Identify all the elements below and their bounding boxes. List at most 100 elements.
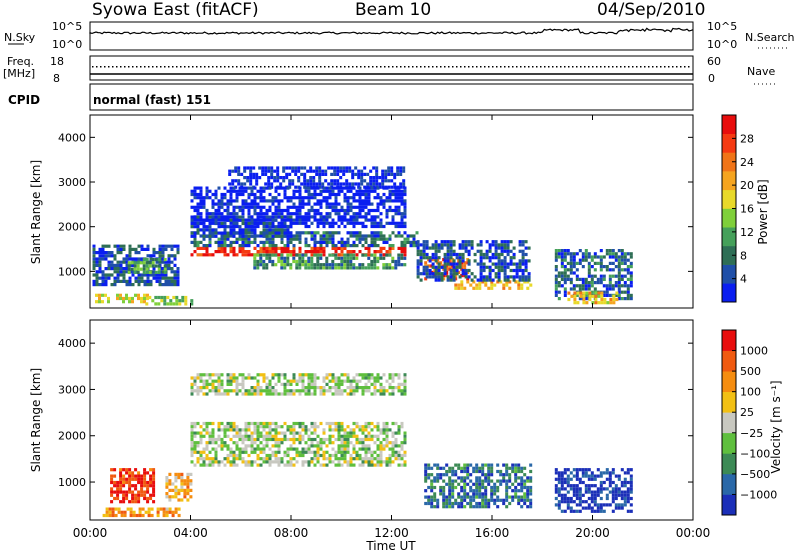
heatmap-cell [397, 234, 401, 238]
heatmap-cell [152, 477, 156, 481]
heatmap-cell [321, 172, 325, 176]
heatmap-cell [496, 479, 500, 483]
heatmap-cell [253, 234, 257, 238]
heatmap-cell [238, 450, 242, 454]
heatmap-cell [313, 389, 317, 393]
heatmap-cell [146, 500, 150, 504]
heatmap-cell [584, 293, 588, 297]
heatmap-cell [196, 373, 200, 377]
heatmap-cell [623, 500, 627, 504]
heatmap-cell [511, 498, 515, 502]
heatmap-cell [517, 482, 521, 486]
heatmap-cell [313, 240, 317, 244]
heatmap-cell [379, 231, 383, 235]
heatmap-cell [186, 482, 190, 486]
heatmap-cell [226, 460, 230, 464]
heatmap-cell [343, 453, 347, 458]
nave-dot [368, 66, 370, 68]
colorbar-swatch [722, 432, 736, 454]
heatmap-cell [244, 205, 248, 209]
heatmap-cell [517, 501, 521, 506]
heatmap-cell [340, 447, 344, 451]
heatmap-cell [169, 302, 173, 306]
heatmap-cell [569, 506, 573, 510]
heatmap-cell [328, 460, 332, 464]
heatmap-cell [199, 425, 203, 429]
heatmap-cell [304, 189, 308, 193]
heatmap-cell [132, 513, 136, 518]
heatmap-cell [443, 256, 447, 260]
heatmap-cell [370, 259, 374, 264]
heatmap-cell [196, 457, 200, 461]
heatmap-cell [277, 215, 281, 219]
heatmap-cell [399, 169, 403, 173]
heatmap-cell [140, 300, 143, 304]
heatmap-cell [449, 278, 453, 282]
heatmap-cell [572, 284, 576, 288]
heatmap-cell [229, 218, 233, 222]
heatmap-cell [223, 215, 227, 219]
heatmap-cell [611, 284, 615, 288]
heatmap-cell [487, 469, 491, 474]
heatmap-cell [244, 463, 248, 467]
heatmap-cell [517, 286, 521, 290]
heatmap-cell [422, 249, 426, 253]
heatmap-cell [376, 234, 380, 238]
heatmap-cell [235, 224, 239, 229]
heatmap-cell [340, 250, 344, 254]
heatmap-cell [271, 460, 275, 464]
heatmap-cell [466, 466, 470, 470]
heatmap-cell [226, 379, 230, 383]
heatmap-cell [316, 208, 320, 213]
heatmap-cell [391, 431, 395, 435]
heatmap-cell [403, 382, 407, 386]
heatmap-cell [355, 382, 359, 386]
heatmap-cell [196, 431, 200, 435]
heatmap-cell [367, 189, 371, 193]
heatmap-cell [617, 249, 621, 253]
heatmap-cell [152, 493, 156, 497]
heatmap-cell [98, 270, 102, 274]
heatmap-cell [170, 247, 174, 251]
heatmap-cell [98, 300, 101, 304]
heatmap-cell [584, 297, 588, 301]
heatmap-cell [379, 196, 383, 200]
heatmap-cell [334, 450, 338, 454]
heatmap-cell [310, 373, 314, 377]
heatmap-cell [223, 208, 227, 213]
heatmap-cell [484, 479, 488, 483]
nave-dot [452, 66, 454, 68]
heatmap-cell [316, 246, 320, 250]
heatmap-cell [152, 273, 156, 277]
heatmap-cell [177, 507, 181, 511]
nave-dot [316, 66, 318, 68]
heatmap-cell [563, 493, 567, 497]
heatmap-cell [244, 189, 248, 193]
heatmap-cell [217, 231, 221, 235]
heatmap-cell [352, 266, 356, 270]
heatmap-cell [226, 447, 230, 451]
heatmap-cell [268, 425, 272, 429]
heatmap-cell [280, 234, 284, 238]
heatmap-cell [397, 463, 401, 467]
heatmap-cell [355, 212, 359, 216]
heatmap-cell [349, 379, 353, 383]
heatmap-cell [500, 249, 504, 253]
heatmap-cell [307, 256, 311, 260]
heatmap-cell [268, 208, 272, 213]
heatmap-cell [253, 196, 257, 200]
heatmap-cell [292, 253, 296, 257]
heatmap-cell [403, 224, 407, 229]
heatmap-cell [388, 189, 392, 193]
heatmap-cell [364, 253, 368, 257]
heatmap-cell [361, 431, 365, 435]
heatmap-cell [262, 389, 266, 393]
heatmap-cell [472, 469, 476, 474]
heatmap-cell [226, 202, 230, 206]
heatmap-cell [352, 379, 356, 383]
heatmap-cell [214, 196, 218, 200]
heatmap-cell [587, 281, 591, 285]
heatmap-cell [325, 199, 329, 203]
heatmap-cell [140, 480, 144, 485]
